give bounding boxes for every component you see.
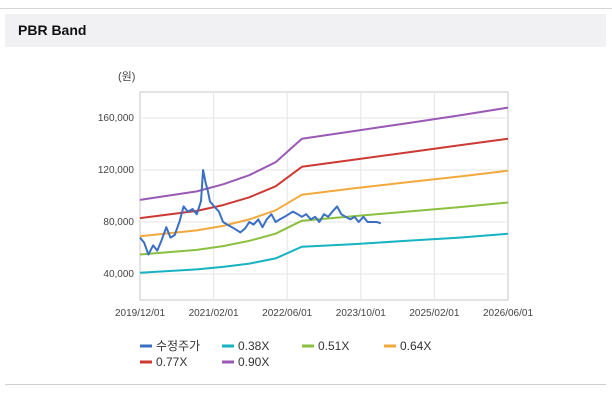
legend-label: 0.38X: [238, 339, 269, 353]
x-tick-label: 2023/10/01: [336, 308, 386, 319]
y-tick-label: 80,000: [103, 217, 134, 228]
y-tick-label: 120,000: [98, 165, 135, 176]
series-line-0.77X: [139, 137, 509, 220]
x-tick-label: 2022/06/01: [262, 308, 312, 319]
x-tick-label: 2019/12/01: [115, 308, 165, 319]
series-line-0.38X: [139, 232, 509, 274]
y-tick-label: 40,000: [103, 269, 134, 280]
y-tick-label: 160,000: [98, 113, 135, 124]
y-unit-label: (원): [118, 70, 135, 83]
bottom-divider: [5, 384, 606, 385]
series-line-수정주가: [139, 169, 382, 256]
series-line-0.51X: [139, 201, 509, 256]
top-divider: [0, 0, 612, 9]
series-line-0.64X: [139, 169, 509, 238]
legend-label: 수정주가: [156, 339, 200, 353]
panel-header: PBR Band: [5, 14, 606, 47]
legend-label: 0.51X: [318, 339, 349, 353]
panel-title: PBR Band: [18, 22, 87, 38]
legend-label: 0.64X: [400, 339, 431, 353]
x-tick-label: 2026/06/01: [483, 308, 533, 319]
x-tick-label: 2025/02/01: [409, 308, 459, 319]
legend-label: 0.90X: [238, 355, 269, 369]
x-tick-label: 2021/02/01: [189, 308, 239, 319]
legend-label: 0.77X: [156, 355, 187, 369]
series-line-0.90X: [139, 106, 509, 201]
